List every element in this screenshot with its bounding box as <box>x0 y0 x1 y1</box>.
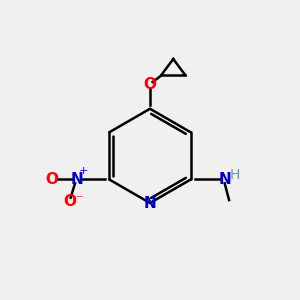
Text: O: O <box>45 172 58 187</box>
Text: N: N <box>218 172 231 187</box>
Text: +: + <box>79 166 88 176</box>
Text: ⁻: ⁻ <box>76 193 83 207</box>
Text: N: N <box>70 172 83 187</box>
Text: H: H <box>230 168 240 182</box>
Text: N: N <box>144 196 156 211</box>
Text: O: O <box>143 77 157 92</box>
Text: O: O <box>63 194 76 209</box>
